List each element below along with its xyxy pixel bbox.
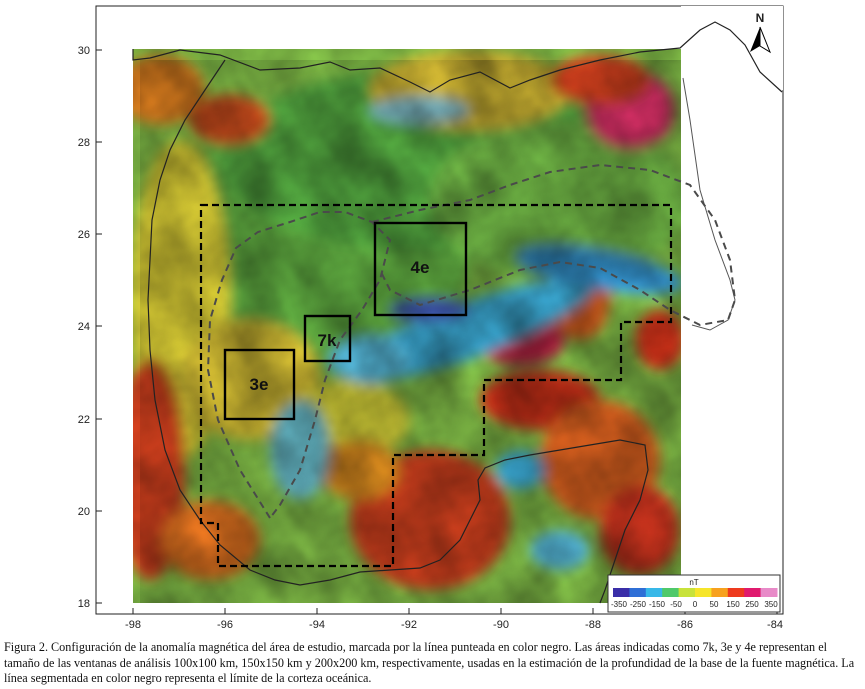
colorbar-swatch	[613, 588, 630, 597]
colorbar-ticks: -350 -250 -150 -50 0 50 150 250 350	[611, 600, 778, 609]
colorbar-tick-label: -50	[670, 600, 682, 609]
colorbar-swatch	[760, 588, 778, 597]
colorbar-swatch	[727, 588, 745, 597]
colorbar-swatch	[629, 588, 647, 597]
x-tick-label: -92	[401, 619, 417, 631]
window-3e-label: 3e	[250, 375, 269, 394]
north-arrow-right-icon	[759, 26, 772, 54]
coastline-north	[132, 21, 783, 93]
colorbar-swatch	[645, 588, 663, 597]
x-tick-label: -90	[493, 619, 509, 631]
axis-ticks	[96, 49, 778, 614]
colorbar-tick-label: 50	[710, 600, 719, 609]
colorbar-tick-label: -350	[611, 600, 628, 609]
x-tick-label: -84	[767, 619, 783, 631]
anomaly-raster	[133, 49, 681, 603]
north-label: N	[756, 11, 765, 25]
y-tick-label: 26	[78, 229, 90, 241]
colorbar-swatch	[711, 588, 729, 597]
y-tick-label: 18	[78, 598, 90, 610]
y-tick-label: 30	[78, 45, 90, 57]
window-4e-label: 4e	[411, 258, 430, 277]
window-7k	[303, 314, 352, 363]
y-tick-label: 28	[78, 137, 90, 149]
coastline-florida	[682, 77, 736, 331]
colorbar-tick-label: 250	[745, 600, 759, 609]
magnetic-anomaly-map: 7k 3e 4e N -98 -96 -94 -92 -90 -88 -86 -…	[78, 5, 784, 631]
north-arrow: N	[750, 11, 772, 54]
y-tick-label: 22	[78, 414, 90, 426]
colorbar-tick-label: -150	[649, 600, 666, 609]
window-7k-label: 7k	[318, 331, 337, 350]
colorbar-swatches	[613, 588, 778, 597]
colorbar-unit: nT	[689, 578, 698, 587]
study-area-boundary	[199, 203, 673, 568]
x-tick-label: -96	[217, 619, 233, 631]
north-arrow-left-icon	[750, 27, 760, 52]
colorbar-tick-label: -250	[630, 600, 647, 609]
x-tick-label: -98	[125, 619, 141, 631]
colorbar-tick-label: 150	[726, 600, 740, 609]
figure-caption: Figura 2. Configuración de la anomalía m…	[4, 640, 855, 685]
colorbar-swatch	[662, 588, 680, 597]
colorbar-swatch	[744, 588, 762, 597]
window-4e	[373, 221, 468, 317]
x-tick-label: -86	[677, 619, 693, 631]
coastline-west-south	[147, 59, 649, 604]
y-tick-label: 20	[78, 506, 90, 518]
x-tick-label: -88	[585, 619, 601, 631]
y-tick-label: 24	[78, 321, 90, 333]
colorbar-tick-label: 0	[693, 600, 698, 609]
colorbar-legend: nT -350 -250 -150 -50 0 50 150 250 350	[607, 574, 781, 613]
x-tick-label: -94	[309, 619, 325, 631]
window-3e	[223, 348, 296, 421]
colorbar-swatch	[695, 588, 712, 597]
colorbar-tick-label: 350	[764, 600, 778, 609]
colorbar-swatch	[678, 588, 696, 597]
